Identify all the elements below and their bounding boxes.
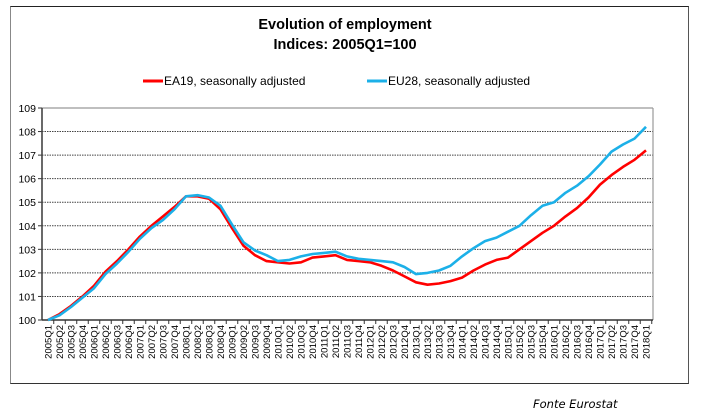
x-tick-label: 2016Q2 <box>561 325 572 359</box>
legend: EA19, seasonally adjusted EU28, seasonal… <box>143 74 530 88</box>
y-tick-label: 100 <box>18 315 36 327</box>
y-tick-label: 102 <box>18 268 36 280</box>
x-tick-label: 2009Q3 <box>251 325 262 359</box>
x-tick-label: 2017Q2 <box>607 325 618 359</box>
x-tick-label: 2016Q4 <box>584 325 595 359</box>
x-tick-label: 2007Q2 <box>147 325 158 359</box>
x-tick-label: 2016Q1 <box>550 325 561 359</box>
chart-subtitle: Indices: 2005Q1=100 <box>273 37 416 53</box>
x-tick-label: 2011Q4 <box>354 325 365 358</box>
chart-frame <box>10 6 689 384</box>
legend-label-ea19: EA19, seasonally adjusted <box>164 74 305 88</box>
x-tick-label: 2005Q3 <box>67 325 78 359</box>
x-tick-label: 2009Q1 <box>228 325 239 359</box>
x-tick-label: 2006Q4 <box>124 325 135 359</box>
x-tick-label: 2017Q1 <box>596 325 607 359</box>
y-tick-label: 109 <box>18 103 36 115</box>
x-tick-label: 2017Q4 <box>630 325 641 359</box>
x-tick-label: 2011Q2 <box>331 325 342 358</box>
y-tick-label: 104 <box>18 221 36 233</box>
x-tick-label: 2017Q3 <box>619 325 630 359</box>
y-tick-label: 105 <box>18 197 36 209</box>
x-tick-label: 2005Q2 <box>55 325 66 359</box>
x-tick-label: 2010Q1 <box>274 325 285 359</box>
x-tick-label: 2015Q2 <box>515 325 526 359</box>
x-tick-label: 2013Q1 <box>412 325 423 359</box>
y-tick-label: 103 <box>18 244 36 256</box>
x-tick-label: 2014Q1 <box>458 325 469 359</box>
x-tick-label: 2006Q2 <box>101 325 112 359</box>
y-axis: 100 101 102 103 104 105 106 107 108 109 <box>18 103 43 327</box>
x-tick-label: 2008Q3 <box>205 325 216 359</box>
x-tick-label: 2007Q4 <box>170 325 181 359</box>
x-tick-label: 2005Q1 <box>44 325 55 359</box>
x-tick-label: 2009Q2 <box>239 325 250 359</box>
x-tick-label: 2012Q2 <box>377 325 388 359</box>
x-tick-label: 2010Q3 <box>297 325 308 359</box>
x-tick-label: 2014Q3 <box>481 325 492 359</box>
x-tick-label: 2015Q4 <box>538 325 549 359</box>
x-tick-label: 2006Q3 <box>113 325 124 359</box>
x-tick-label: 2010Q4 <box>308 325 319 359</box>
legend-label-eu28: EU28, seasonally adjusted <box>388 74 530 88</box>
x-tick-label: 2012Q3 <box>389 325 400 359</box>
x-tick-label: 2008Q4 <box>216 325 227 359</box>
x-tick-label: 2016Q3 <box>573 325 584 359</box>
x-tick-label: 2015Q1 <box>504 325 515 359</box>
x-tick-label: 2008Q2 <box>193 325 204 359</box>
x-tick-label: 2014Q2 <box>469 325 480 359</box>
x-tick-label: 2013Q4 <box>446 325 457 359</box>
x-axis: 2005Q1 2005Q2 2005Q3 2005Q4 2006Q1 2006Q2 2006… <box>42 319 653 359</box>
x-tick-label: 2006Q1 <box>90 325 101 359</box>
x-tick-label: 2011Q3 <box>343 325 354 358</box>
x-tick-label: 2018Q1 <box>642 325 653 359</box>
x-tick-label: 2009Q4 <box>262 325 273 359</box>
x-tick-label: 2010Q2 <box>285 325 296 359</box>
gridlines <box>42 107 654 320</box>
source-note: Fonte Eurostat <box>533 397 618 411</box>
x-tick-label: 2012Q4 <box>400 325 411 359</box>
x-tick-label: 2014Q4 <box>492 325 503 359</box>
x-tick-label: 2013Q2 <box>423 325 434 359</box>
x-tick-label: 2007Q3 <box>159 325 170 359</box>
x-tick-label: 2013Q3 <box>435 325 446 359</box>
y-tick-label: 101 <box>18 291 36 303</box>
x-tick-label: 2011Q1 <box>320 325 331 358</box>
series-line-ea19 <box>47 149 647 322</box>
chart-title: Evolution of employment <box>258 17 431 33</box>
x-tick-label: 2012Q1 <box>366 325 377 359</box>
x-tick-label: 2015Q3 <box>527 325 538 359</box>
y-tick-label: 106 <box>18 174 36 186</box>
y-tick-label: 108 <box>18 127 36 139</box>
series-lines <box>47 125 647 322</box>
y-tick-label: 107 <box>18 150 36 162</box>
x-tick-label: 2005Q4 <box>78 325 89 359</box>
x-tick-label: 2008Q1 <box>182 325 193 359</box>
x-tick-label: 2007Q1 <box>136 325 147 359</box>
